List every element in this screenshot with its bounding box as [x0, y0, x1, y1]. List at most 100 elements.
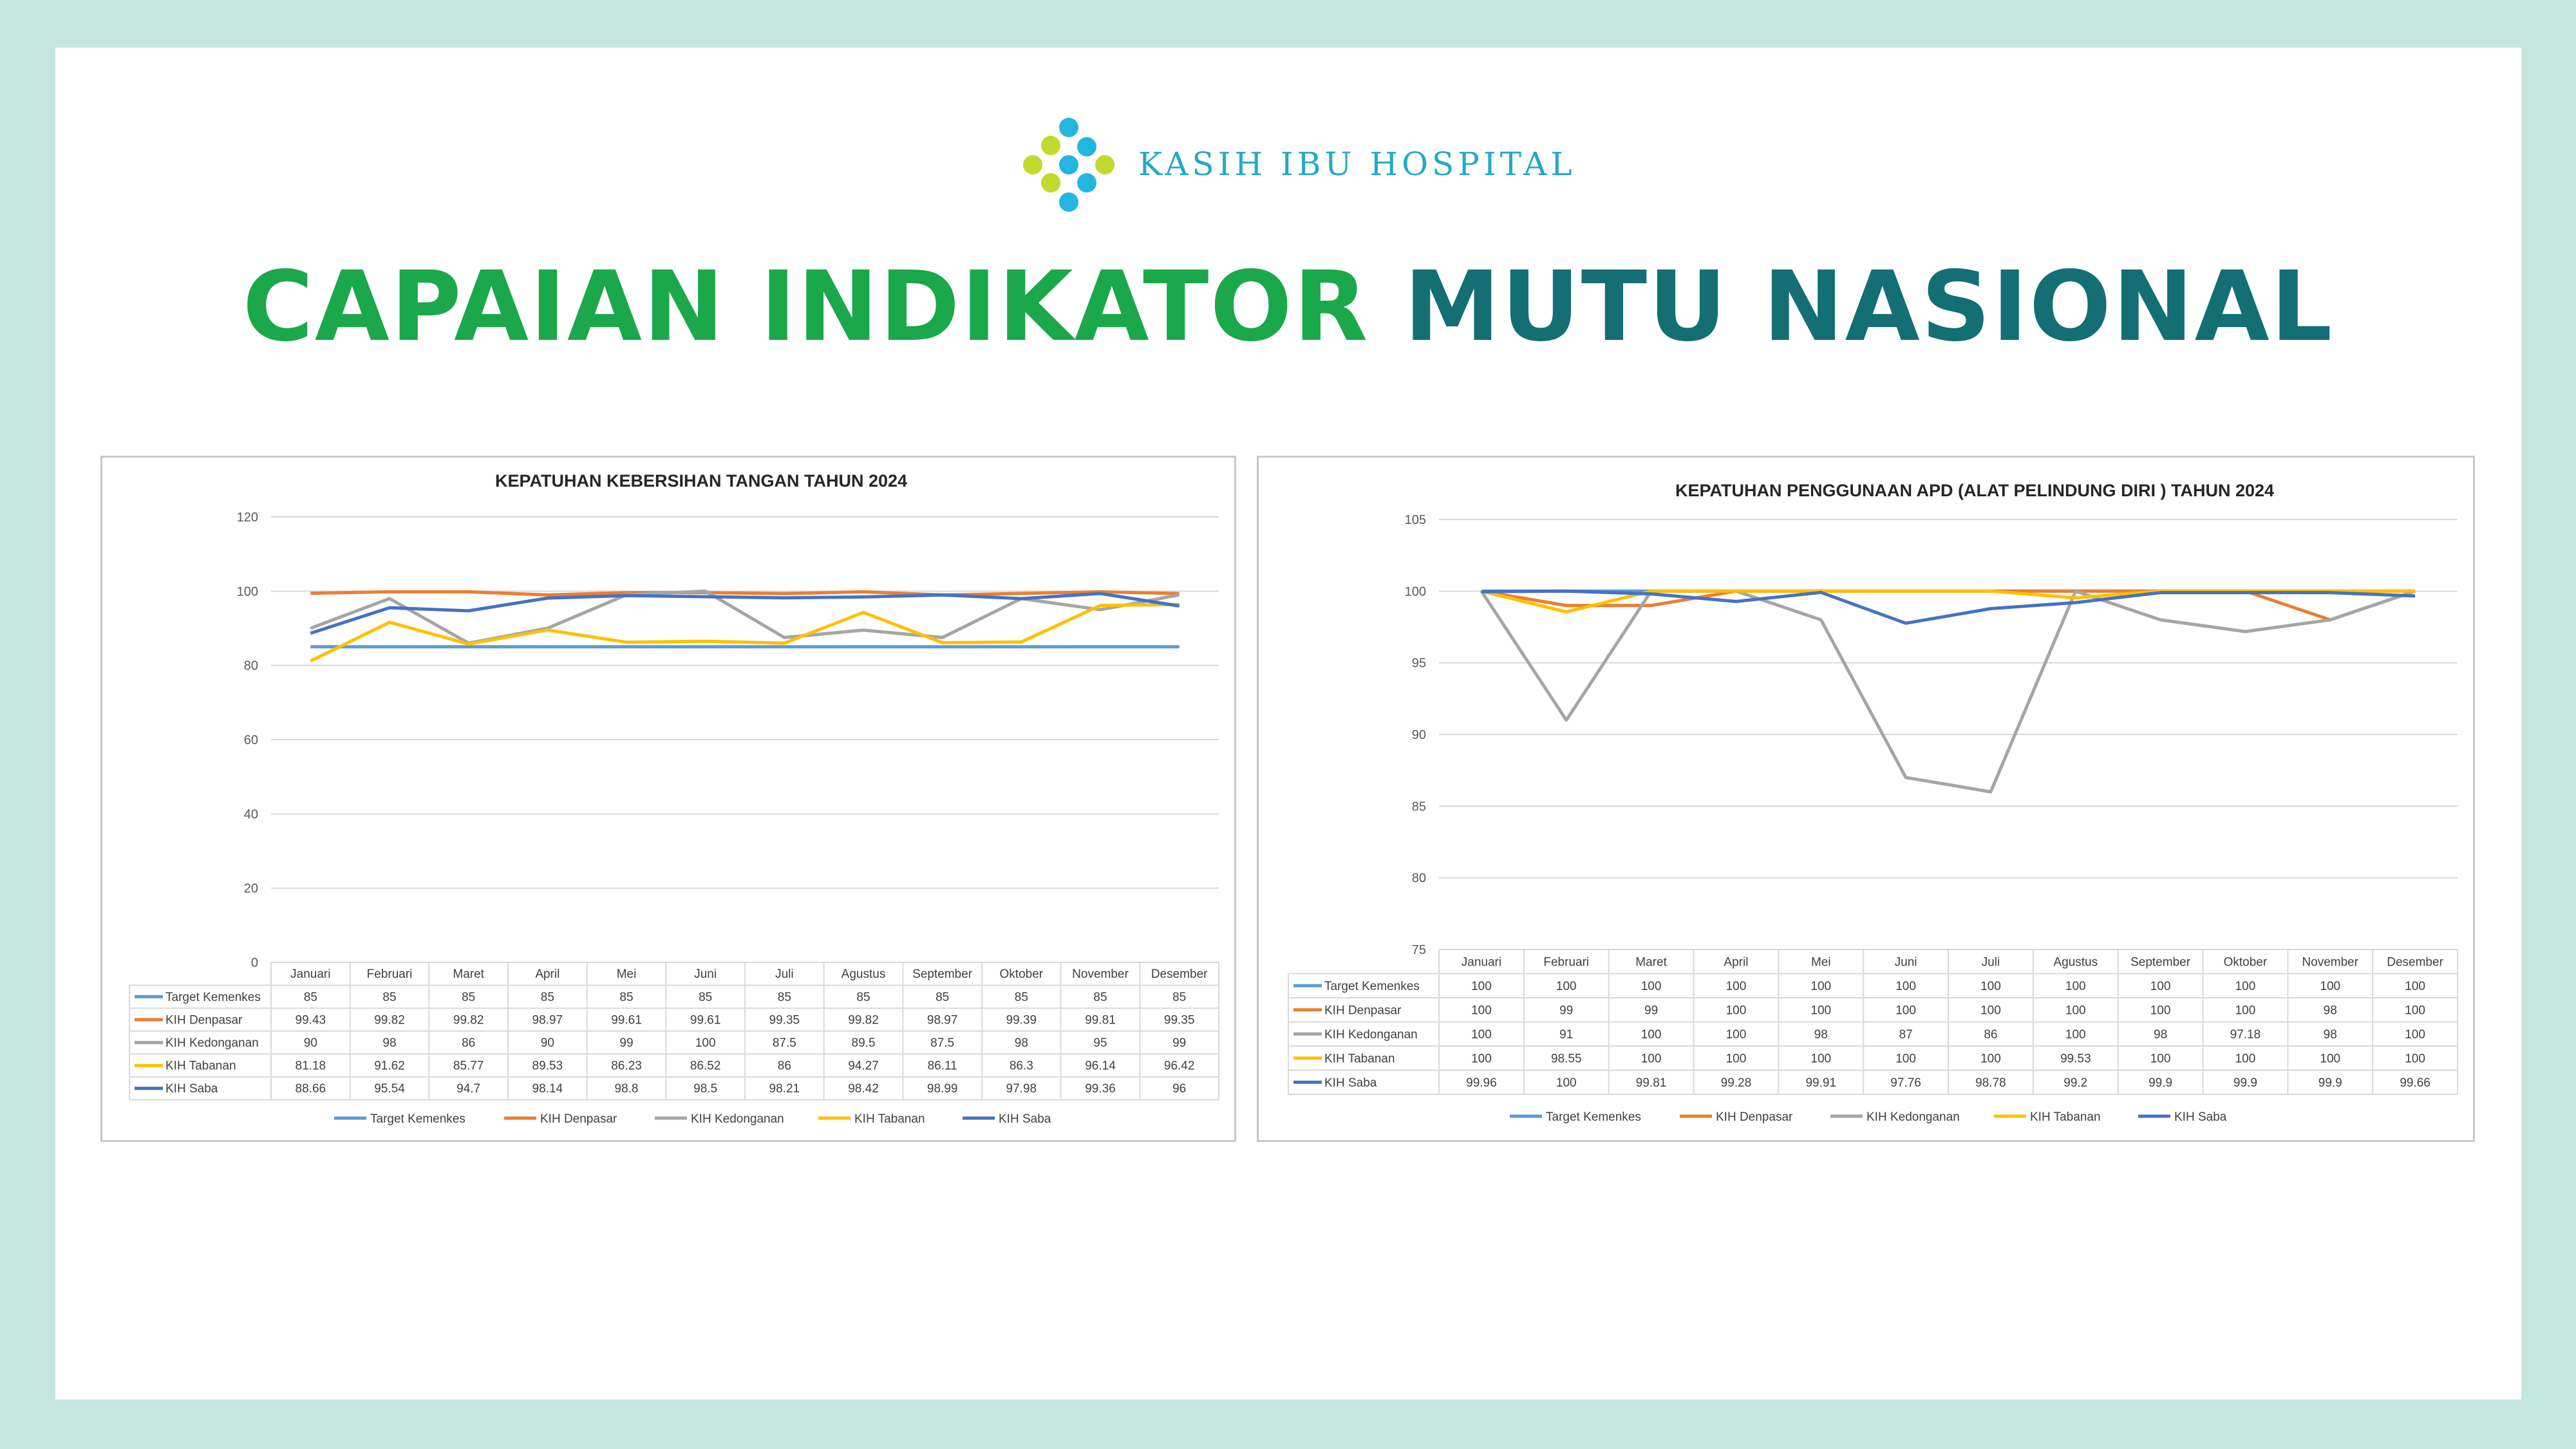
data-label: 98: [1814, 1028, 1828, 1042]
data-label: 99.61: [690, 1013, 721, 1027]
data-label: 100: [1556, 980, 1577, 993]
page-title: CAPAIAN INDIKATOR MUTU NASIONAL: [0, 251, 2576, 363]
data-label: 99.35: [769, 1013, 800, 1027]
data-label: 95: [1093, 1036, 1107, 1050]
x-category-label: Oktober: [2224, 956, 2268, 969]
x-category-label: Agustus: [841, 968, 886, 981]
data-label: 99.43: [296, 1013, 326, 1027]
data-label: 98.5: [693, 1082, 717, 1096]
data-label: 100: [1980, 1052, 2001, 1066]
legend-label: KIH Tabanan: [854, 1112, 925, 1126]
data-label: 85: [1015, 991, 1028, 1004]
series-line-3: [310, 603, 1180, 663]
data-label: 100: [2320, 980, 2340, 993]
data-label: 99.28: [1721, 1076, 1752, 1090]
data-label: 98: [2324, 1004, 2337, 1018]
data-label: 100: [2235, 980, 2256, 993]
data-label: 100: [1895, 1052, 1916, 1066]
data-label: 100: [2065, 980, 2086, 993]
data-label: 98.97: [927, 1013, 958, 1027]
x-category-label: Maret: [1635, 956, 1667, 969]
data-label: 100: [1641, 1028, 1662, 1042]
data-label: 99.61: [611, 1013, 642, 1027]
data-label: 98.8: [615, 1082, 639, 1096]
data-label: 100: [1726, 1052, 1747, 1066]
table-series-name: Target Kemenkes: [165, 991, 261, 1004]
x-category-label: Juni: [694, 968, 717, 981]
x-category-label: Mei: [617, 968, 637, 981]
x-category-label: November: [2302, 956, 2358, 969]
table-series-name: KIH Tabanan: [165, 1060, 236, 1073]
data-label: 85: [935, 991, 949, 1004]
data-label: 100: [1895, 980, 1916, 993]
chart-ppe-compliance-svg: KEPATUHAN PENGGUNAAN APD (ALAT PELINDUNG…: [1288, 481, 2458, 1124]
legend-label: KIH Denpasar: [540, 1112, 617, 1126]
data-label: 98.42: [848, 1082, 879, 1096]
x-category-label: September: [912, 968, 973, 981]
x-category-label: Maret: [453, 968, 484, 981]
y-tick-label: 0: [251, 956, 258, 970]
data-label: 100: [2405, 1004, 2425, 1018]
y-tick-label: 90: [1412, 728, 1426, 742]
x-category-label: April: [535, 968, 559, 981]
x-category-label: Februari: [367, 968, 413, 981]
data-label: 85: [541, 991, 554, 1004]
table-series-name: KIH Denpasar: [165, 1013, 243, 1027]
data-label: 100: [1641, 980, 1662, 993]
data-label: 99.2: [2064, 1076, 2087, 1090]
data-label: 100: [2150, 1052, 2171, 1066]
data-label: 99: [1559, 1004, 1573, 1018]
y-tick-label: 105: [1405, 513, 1426, 527]
data-label: 85: [619, 991, 633, 1004]
data-label: 95.54: [374, 1082, 405, 1096]
data-label: 85: [856, 991, 870, 1004]
data-label: 98.99: [927, 1082, 958, 1096]
data-label: 96: [1172, 1082, 1186, 1096]
data-label: 86.52: [690, 1060, 721, 1073]
x-category-label: Mei: [1811, 956, 1831, 969]
data-label: 99: [1644, 1004, 1658, 1018]
data-label: 98: [2154, 1028, 2167, 1042]
y-tick-label: 75: [1412, 943, 1426, 957]
data-label: 85.77: [453, 1060, 484, 1073]
y-tick-label: 120: [237, 510, 258, 525]
legend-label: Target Kemenkes: [1546, 1110, 1641, 1124]
data-label: 99.9: [2233, 1076, 2257, 1090]
table-series-name: KIH Saba: [1324, 1076, 1377, 1090]
page-title-part1: CAPAIAN INDIKATOR: [242, 251, 1369, 363]
data-label: 99.82: [374, 1013, 405, 1027]
data-label: 97.98: [1006, 1082, 1037, 1096]
table-series-name: KIH Tabanan: [1324, 1052, 1395, 1066]
data-label: 81.18: [296, 1060, 326, 1073]
x-category-label: September: [2130, 956, 2191, 969]
data-label: 100: [1895, 1004, 1916, 1018]
data-label: 100: [2405, 1028, 2425, 1042]
data-label: 96.42: [1164, 1060, 1195, 1073]
y-tick-label: 40: [244, 807, 258, 821]
data-label: 88.66: [296, 1082, 326, 1096]
data-label: 98.97: [532, 1013, 563, 1027]
x-category-label: Agustus: [2053, 956, 2098, 969]
data-label: 99: [619, 1036, 633, 1050]
data-label: 99.91: [1805, 1076, 1836, 1090]
data-label: 98.21: [769, 1082, 800, 1096]
data-label: 85: [1172, 991, 1186, 1004]
page-title-part2: MUTU NASIONAL: [1404, 251, 2334, 363]
data-label: 99.9: [2148, 1076, 2172, 1090]
data-label: 99: [1172, 1036, 1186, 1050]
data-label: 100: [2065, 1028, 2086, 1042]
table-series-name: KIH Saba: [165, 1082, 218, 1096]
data-label: 85: [699, 991, 712, 1004]
data-label: 100: [2405, 980, 2425, 993]
x-category-label: Juli: [1982, 956, 2000, 969]
legend-label: KIH Kedonganan: [1866, 1110, 1960, 1124]
x-category-label: Desember: [2387, 956, 2443, 969]
chart-title: KEPATUHAN PENGGUNAAN APD (ALAT PELINDUNG…: [1675, 481, 2274, 500]
data-label: 99.82: [848, 1013, 879, 1027]
series-line-2: [310, 589, 1180, 645]
data-label: 85: [462, 991, 475, 1004]
data-label: 87.5: [930, 1036, 954, 1050]
data-label: 98.14: [532, 1082, 563, 1096]
legend-label: KIH Saba: [2174, 1110, 2227, 1124]
data-label: 94.27: [848, 1060, 879, 1073]
